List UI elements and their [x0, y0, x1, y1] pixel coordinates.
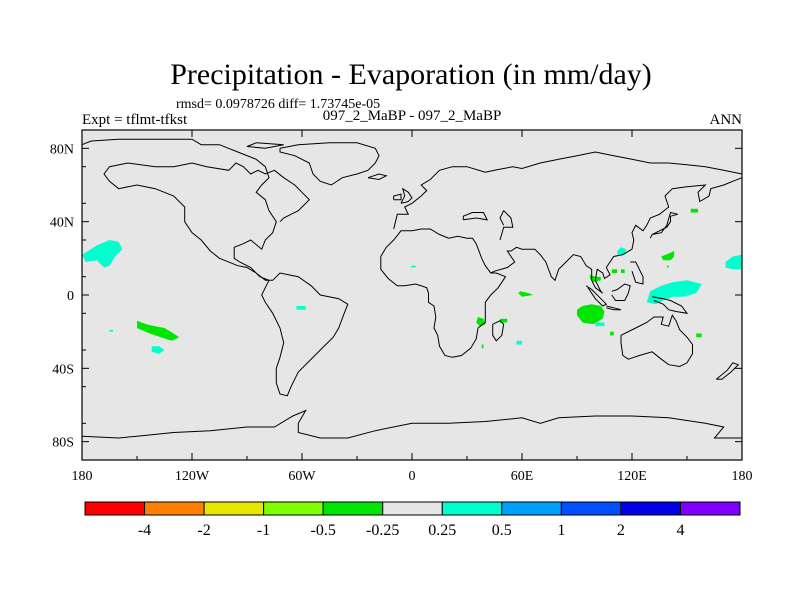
colorbar-swatch-9 [620, 501, 681, 516]
coastlines [81, 138, 743, 439]
colorbar: -4 -2 -1 -0.5 -0.25 0.25 0.5 1 2 4 [84, 501, 741, 539]
anomaly-region-22 [725, 254, 742, 270]
anomaly-region-8 [516, 340, 522, 345]
coastline-0 [81, 138, 349, 397]
anomaly-region-4 [296, 306, 306, 310]
experiment-label: Expt = tflmt-tfkst [82, 112, 188, 128]
colorbar-label-3: -0.5 [311, 522, 336, 539]
coastline-6 [715, 362, 740, 380]
x-tick-label-2: 60W [288, 469, 316, 484]
coastline-7 [585, 285, 608, 307]
coastline-16 [246, 142, 284, 149]
x-tick-label-5: 120E [617, 469, 647, 484]
y-tick-label-1: 40N [50, 216, 74, 231]
colorbar-swatch-6 [441, 501, 503, 516]
x-tick-label-0: 180 [72, 469, 93, 484]
coastline-15 [367, 173, 388, 181]
coastline-19 [462, 212, 489, 221]
anomaly-region-10 [518, 291, 533, 297]
anomaly-region-5 [411, 265, 416, 268]
coastline-18 [499, 209, 514, 241]
coastline-14 [393, 193, 402, 201]
colorbar-swatch-0 [84, 501, 146, 516]
colorbar-label-1: -2 [197, 522, 210, 539]
coastline-13 [400, 187, 413, 204]
coastline-17 [81, 409, 742, 439]
colorbar-label-8: 2 [617, 522, 625, 539]
y-tick-label-3: 40S [52, 362, 74, 377]
colorbar-swatch-1 [144, 501, 205, 516]
anomaly-region-13 [595, 322, 605, 327]
coastline-3 [380, 177, 743, 358]
anomaly-region-14 [617, 247, 627, 255]
anomaly-region-7 [500, 318, 508, 323]
y-tick-label-2: 0 [67, 289, 74, 304]
x-tick-label-4: 60E [511, 469, 534, 484]
anomaly-region-18 [666, 265, 669, 268]
colorbar-label-4: -0.25 [366, 522, 399, 539]
stats-text: rmsd= 0.0978726 diff= 1.73745e-05 [176, 97, 380, 112]
anomaly-region-1 [137, 320, 180, 341]
anomaly-region-23 [610, 331, 614, 336]
colorbar-swatch-5 [382, 501, 443, 516]
colorbar-label-7: 1 [557, 522, 565, 539]
colorbar-swatch-2 [203, 501, 265, 516]
colorbar-label-9: 4 [677, 522, 685, 539]
coastline-8 [606, 305, 622, 311]
coastline-10 [652, 296, 689, 314]
colorbar-swatch-7 [501, 501, 562, 516]
case-label: 097_2_MaBP - 097_2_MaBP [323, 108, 502, 124]
colorbar-label-0: -4 [138, 522, 151, 539]
axis-ticks: 180 120W 60W 0 60E 120E 180 80N 40N 0 40S 80S [50, 129, 753, 484]
anomaly-region-3 [109, 329, 114, 332]
anomaly-region-12 [577, 304, 605, 325]
map-background [82, 130, 742, 460]
coastline-9 [611, 283, 631, 301]
colorbar-label-2: -1 [257, 522, 270, 539]
y-tick-label-4: 80S [52, 436, 74, 451]
colorbar-label-5: 0.25 [428, 522, 456, 539]
anomaly-regions [82, 208, 742, 354]
colorbar-swatch-10 [679, 501, 741, 516]
coastline-4 [492, 320, 505, 342]
x-tick-label-1: 120W [175, 469, 210, 484]
anomaly-region-19 [696, 333, 702, 338]
coastline-11 [630, 261, 644, 285]
coastline-5 [620, 314, 693, 368]
coastline-1 [279, 142, 380, 186]
x-tick-label-3: 0 [409, 469, 416, 484]
anomaly-region-15 [611, 269, 618, 273]
chart-title: Precipitation - Evaporation (in mm/day) [170, 58, 652, 91]
coastline-12 [649, 211, 678, 239]
anomaly-region-17 [661, 251, 675, 261]
anomaly-region-16 [621, 269, 625, 273]
colorbar-swatch-8 [560, 501, 622, 516]
colorbar-swatch-4 [322, 501, 384, 516]
colorbar-label-6: 0.5 [492, 522, 512, 539]
anomaly-region-20 [690, 208, 698, 213]
anomaly-region-0 [82, 240, 123, 268]
colorbar-swatch-3 [263, 501, 324, 516]
x-tick-label-6: 180 [732, 469, 753, 484]
anomaly-region-2 [151, 346, 165, 354]
anomaly-region-9 [481, 344, 484, 349]
coastline-2 [393, 151, 743, 230]
y-tick-label-0: 80N [50, 142, 74, 157]
season-label: ANN [710, 112, 743, 128]
